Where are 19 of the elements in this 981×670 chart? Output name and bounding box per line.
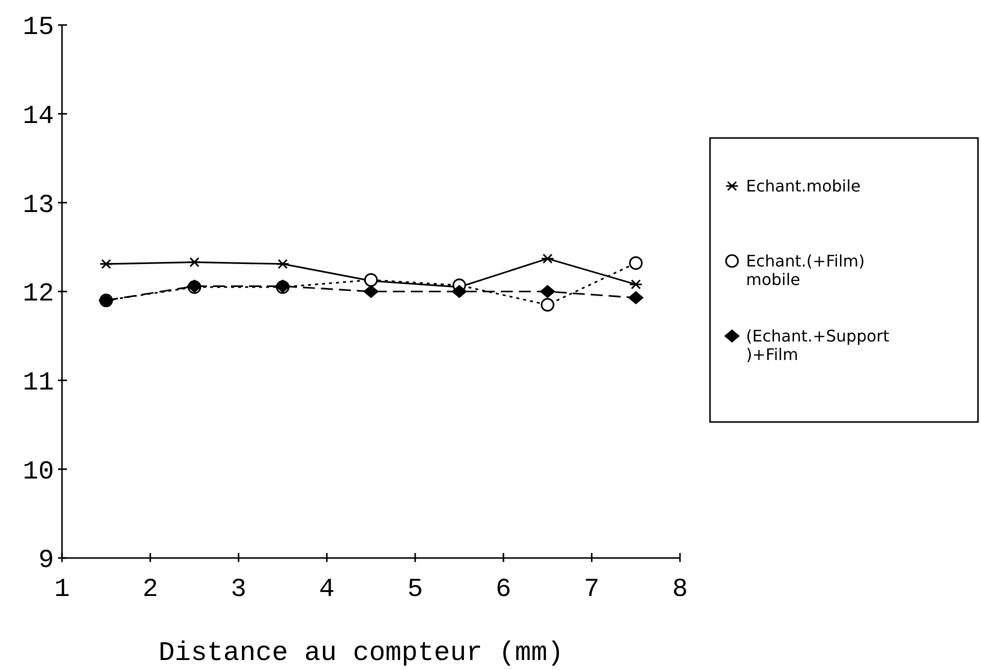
y-tick-label: 11 [22,367,54,398]
x-axis-title: Distance au compteur (mm) [158,639,564,669]
x-tick-label: 6 [496,574,512,604]
y-tick-label: 10 [22,456,54,486]
y-tick-label: 12 [22,278,54,309]
x-tick-label: 8 [672,574,688,604]
legend-label: Echant.(+Film) mobile [746,252,865,289]
x-tick-label: 7 [584,574,600,604]
y-tick-label: 9 [38,545,54,576]
legend-label: (Echant.+Support )+Film [746,326,890,364]
y-tick-label: 13 [22,190,54,220]
y-tick-label: 15 [22,12,54,42]
x-tick-label: 5 [407,574,423,604]
x-tick-label: 3 [230,574,246,604]
legend-label: Echant.mobile [746,176,861,196]
y-tick-label: 14 [22,100,54,131]
x-tick-label: 4 [319,574,335,604]
x-tick-label: 2 [142,574,158,604]
x-tick-label: 1 [54,574,70,604]
